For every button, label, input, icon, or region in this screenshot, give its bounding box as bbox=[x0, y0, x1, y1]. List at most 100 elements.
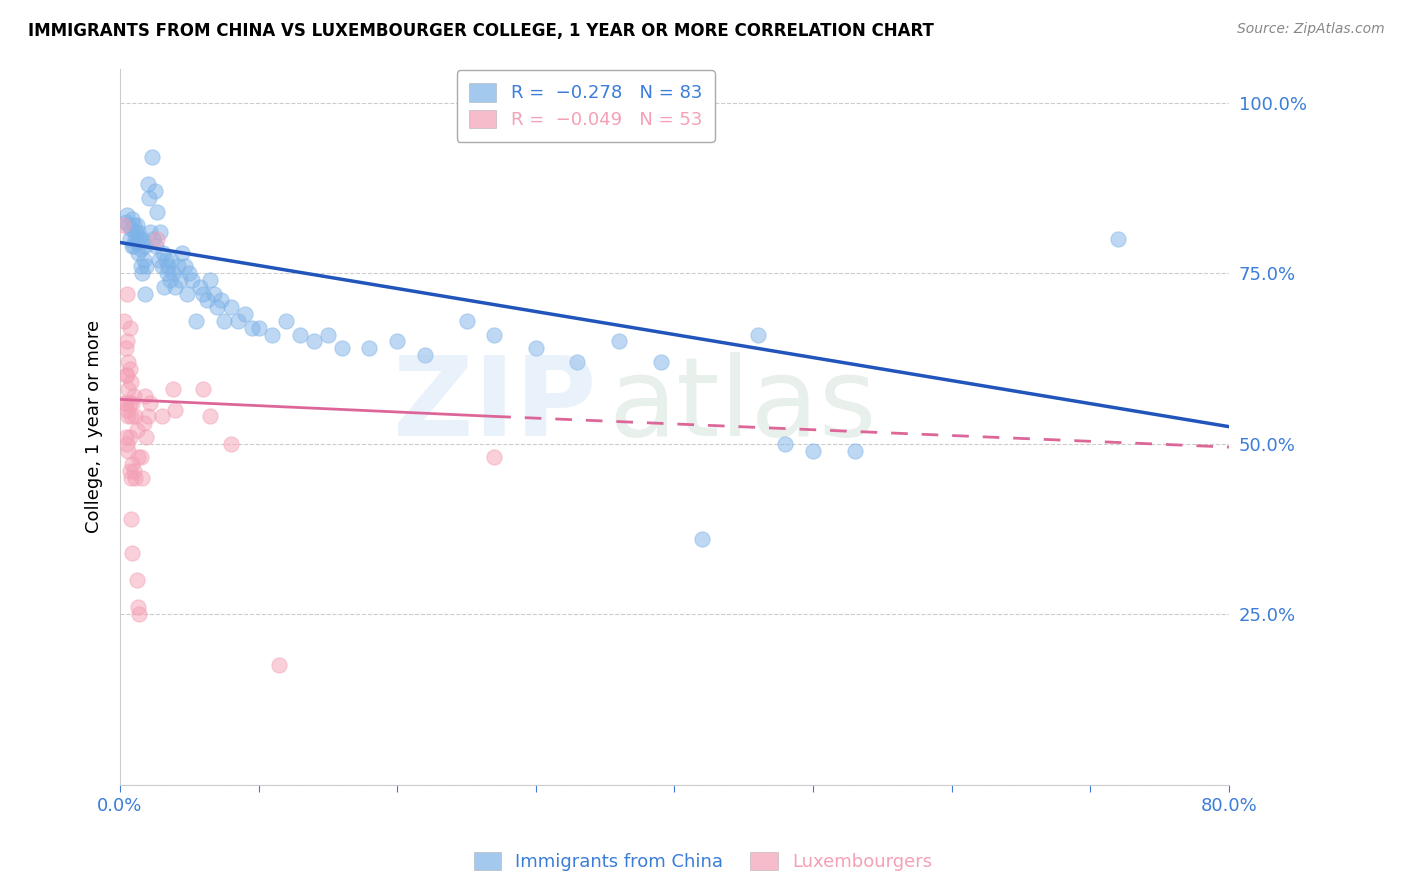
Point bbox=[142, 232, 165, 246]
Point bbox=[125, 219, 148, 233]
Point bbox=[112, 314, 135, 328]
Point bbox=[120, 376, 142, 390]
Point bbox=[456, 314, 478, 328]
Point bbox=[152, 245, 174, 260]
Point bbox=[127, 245, 149, 260]
Point bbox=[190, 280, 212, 294]
Point bbox=[775, 436, 797, 450]
Point bbox=[122, 389, 145, 403]
Point bbox=[1107, 232, 1129, 246]
Point bbox=[120, 409, 142, 424]
Point bbox=[165, 280, 187, 294]
Text: IMMIGRANTS FROM CHINA VS LUXEMBOURGER COLLEGE, 1 YEAR OR MORE CORRELATION CHART: IMMIGRANTS FROM CHINA VS LUXEMBOURGER CO… bbox=[28, 22, 934, 40]
Point bbox=[128, 232, 150, 246]
Point bbox=[209, 293, 232, 308]
Point bbox=[159, 273, 181, 287]
Point bbox=[186, 314, 208, 328]
Point bbox=[233, 307, 256, 321]
Point bbox=[115, 436, 138, 450]
Point bbox=[124, 232, 146, 246]
Point bbox=[143, 184, 166, 198]
Point bbox=[690, 532, 713, 546]
Point bbox=[288, 327, 311, 342]
Text: Source: ZipAtlas.com: Source: ZipAtlas.com bbox=[1237, 22, 1385, 37]
Point bbox=[160, 252, 183, 267]
Point bbox=[127, 225, 149, 239]
Point bbox=[121, 457, 143, 471]
Point bbox=[387, 334, 409, 349]
Point bbox=[146, 232, 169, 246]
Point bbox=[118, 232, 141, 246]
Point bbox=[129, 450, 152, 465]
Point bbox=[167, 260, 190, 274]
Point bbox=[156, 266, 179, 280]
Point bbox=[136, 409, 159, 424]
Point bbox=[118, 361, 141, 376]
Point bbox=[219, 436, 242, 450]
Point bbox=[114, 368, 136, 383]
Point bbox=[226, 314, 249, 328]
Point bbox=[122, 219, 145, 233]
Point bbox=[115, 208, 138, 222]
Point bbox=[153, 280, 176, 294]
Point bbox=[114, 430, 136, 444]
Point bbox=[125, 423, 148, 437]
Point bbox=[129, 260, 152, 274]
Point bbox=[146, 204, 169, 219]
Point bbox=[134, 389, 156, 403]
Point bbox=[191, 382, 214, 396]
Point bbox=[141, 150, 163, 164]
Point bbox=[212, 314, 235, 328]
Point bbox=[169, 273, 191, 287]
Point bbox=[607, 334, 630, 349]
Point bbox=[162, 266, 184, 280]
Point bbox=[155, 252, 177, 267]
Point bbox=[117, 382, 139, 396]
Point bbox=[135, 430, 157, 444]
Point bbox=[131, 266, 153, 280]
Point bbox=[114, 341, 136, 355]
Point bbox=[316, 327, 339, 342]
Point bbox=[650, 355, 672, 369]
Point bbox=[148, 252, 170, 267]
Point bbox=[132, 416, 155, 430]
Text: atlas: atlas bbox=[607, 351, 876, 458]
Point bbox=[131, 471, 153, 485]
Point bbox=[121, 546, 143, 560]
Point bbox=[118, 430, 141, 444]
Y-axis label: College, 1 year or more: College, 1 year or more bbox=[86, 320, 103, 533]
Point bbox=[198, 273, 221, 287]
Point bbox=[134, 239, 156, 253]
Point bbox=[359, 341, 381, 355]
Point bbox=[195, 293, 218, 308]
Point bbox=[118, 320, 141, 334]
Point bbox=[117, 443, 139, 458]
Text: ZIP: ZIP bbox=[394, 351, 596, 458]
Point bbox=[115, 368, 138, 383]
Point bbox=[124, 409, 146, 424]
Point bbox=[122, 239, 145, 253]
Point bbox=[302, 334, 325, 349]
Point bbox=[165, 402, 187, 417]
Point bbox=[125, 573, 148, 587]
Legend: R =  −0.278   N = 83, R =  −0.049   N = 53: R = −0.278 N = 83, R = −0.049 N = 53 bbox=[457, 70, 714, 142]
Point bbox=[198, 409, 221, 424]
Point bbox=[162, 382, 184, 396]
Point bbox=[117, 355, 139, 369]
Point bbox=[150, 409, 173, 424]
Point bbox=[128, 607, 150, 622]
Point bbox=[145, 239, 167, 253]
Point bbox=[138, 191, 160, 205]
Point bbox=[844, 443, 866, 458]
Point bbox=[129, 242, 152, 256]
Point bbox=[205, 300, 228, 314]
Point bbox=[115, 286, 138, 301]
Point bbox=[174, 260, 197, 274]
Point bbox=[484, 327, 506, 342]
Point bbox=[240, 320, 263, 334]
Point bbox=[114, 215, 136, 229]
Point bbox=[484, 450, 506, 465]
Point bbox=[139, 225, 162, 239]
Point bbox=[276, 314, 298, 328]
Point bbox=[269, 658, 291, 673]
